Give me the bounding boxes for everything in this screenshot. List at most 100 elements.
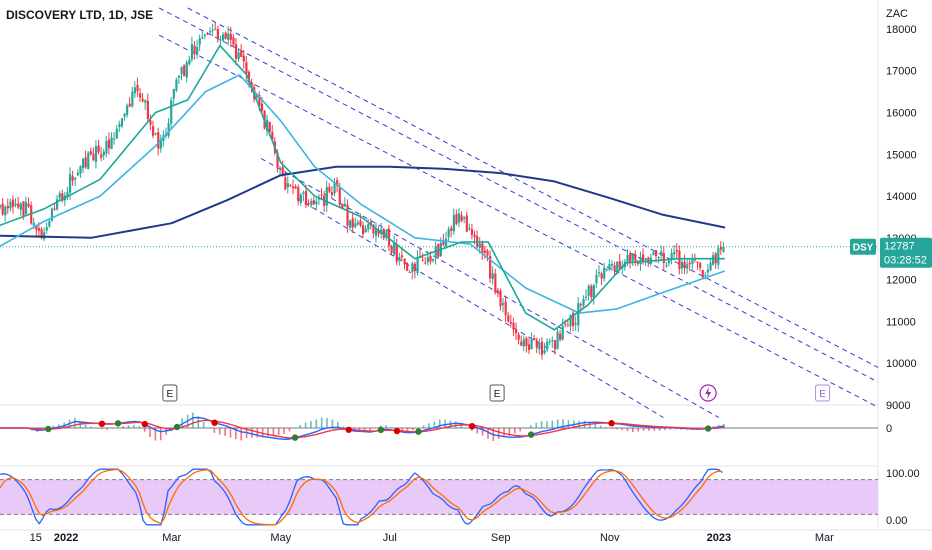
candle-body	[522, 339, 525, 347]
candle-body	[470, 228, 474, 235]
candle-body	[719, 246, 723, 250]
macd-histogram-bar	[621, 428, 623, 431]
macd-histogram-bar	[438, 419, 441, 428]
candle-body	[636, 261, 640, 264]
macd-histogram-bar	[95, 427, 98, 429]
candle-body	[102, 151, 105, 156]
candle-body	[699, 263, 702, 268]
earnings-marker[interactable]: E	[489, 384, 505, 402]
candle-body	[701, 270, 704, 278]
candle-body	[572, 312, 575, 327]
candle-body	[540, 341, 544, 355]
channel-line[interactable]	[187, 7, 879, 368]
macd-histogram-bar	[224, 428, 226, 436]
macd-histogram-bar	[267, 428, 269, 437]
candle-body	[629, 253, 632, 263]
candle-body	[369, 222, 372, 224]
candle-body	[255, 94, 258, 98]
candle-body	[626, 254, 629, 263]
macd-histogram-bar	[567, 419, 570, 428]
macd-histogram-bar	[664, 428, 666, 430]
macd-histogram-bar	[530, 425, 532, 428]
candle-body	[468, 227, 471, 230]
candle-body	[66, 192, 69, 197]
macd-histogram-bar	[374, 428, 377, 429]
candle-body	[634, 253, 637, 263]
candle-body	[644, 258, 647, 260]
candle-body	[595, 275, 598, 284]
candle-body	[69, 174, 72, 193]
ma20-line[interactable]	[0, 44, 725, 331]
pane-separators	[0, 0, 932, 531]
macd-histogram-bar	[143, 428, 146, 432]
macd-histogram-bar	[294, 427, 296, 429]
macd-histogram-bar	[535, 422, 538, 428]
macd-cross-dot	[173, 423, 181, 431]
macd-histogram-bar	[326, 418, 328, 428]
channel-line[interactable]	[158, 34, 879, 408]
candle-body	[670, 253, 673, 260]
earnings-marker[interactable]: E	[162, 384, 178, 402]
stoch-axis-tick: 0.00	[886, 515, 907, 527]
candle-body	[504, 301, 507, 316]
ma50-line[interactable]	[0, 74, 725, 314]
candle-body	[260, 103, 264, 111]
ma200-line[interactable]	[0, 165, 726, 239]
macd-histogram-bar	[197, 416, 200, 428]
candle-body	[546, 341, 549, 350]
candle-body	[133, 87, 137, 94]
candle-body	[561, 325, 564, 340]
macd-histogram-bar	[422, 425, 425, 428]
macd-histogram-bar	[632, 428, 634, 433]
macd-histogram-bar	[331, 419, 334, 428]
candle-body	[6, 206, 9, 209]
candle-body	[105, 141, 108, 154]
candle-body	[276, 152, 279, 169]
macd-histogram-bar	[310, 421, 312, 428]
candle-body	[675, 249, 678, 252]
macd-histogram-bar	[272, 428, 275, 436]
candle-body	[227, 33, 230, 40]
candle-body	[281, 167, 284, 176]
channel-line[interactable]	[260, 158, 720, 418]
macd-histogram-bar	[562, 419, 564, 428]
macd-histogram-bar	[299, 424, 302, 428]
candle-body	[289, 185, 292, 187]
macd-histogram-bar	[513, 428, 516, 434]
candle-body	[297, 186, 300, 202]
candle-body	[107, 139, 111, 149]
bar-countdown: 03:28:52	[884, 255, 927, 267]
candle-body	[216, 29, 220, 39]
macd-histogram-bar	[369, 428, 371, 431]
candle-body	[170, 100, 173, 124]
macd-cross-dot	[141, 420, 149, 428]
macd-cross-dot	[45, 425, 52, 433]
macd-histogram-bar	[256, 428, 259, 438]
dividend-icon[interactable]	[699, 384, 717, 402]
candle-body	[330, 192, 334, 196]
candle-body	[144, 99, 147, 103]
candle-body	[395, 243, 398, 262]
macd-cross-dot	[98, 420, 106, 427]
candle-body	[50, 208, 54, 221]
macd-histogram-bar	[476, 428, 479, 434]
candle-body	[390, 245, 393, 253]
candle-body	[336, 179, 339, 186]
channel-line[interactable]	[158, 7, 879, 383]
macd-histogram-bar	[202, 421, 205, 428]
candle-body	[120, 118, 124, 127]
macd-histogram-bar	[385, 425, 387, 428]
candle-body	[509, 321, 512, 324]
symbol-badge[interactable]: DSY	[850, 238, 876, 255]
macd-histogram-bar	[605, 427, 607, 428]
candle-body	[126, 105, 129, 115]
candle-body	[100, 154, 103, 158]
price-axis-tick: 9000	[886, 400, 910, 412]
candle-body	[74, 177, 77, 180]
price-badges: DSY 12787 03:28:52	[850, 237, 932, 268]
channel-line[interactable]	[296, 197, 664, 418]
earnings-marker[interactable]: E	[815, 384, 831, 402]
candle-body	[266, 119, 269, 131]
candle-body	[564, 323, 567, 325]
